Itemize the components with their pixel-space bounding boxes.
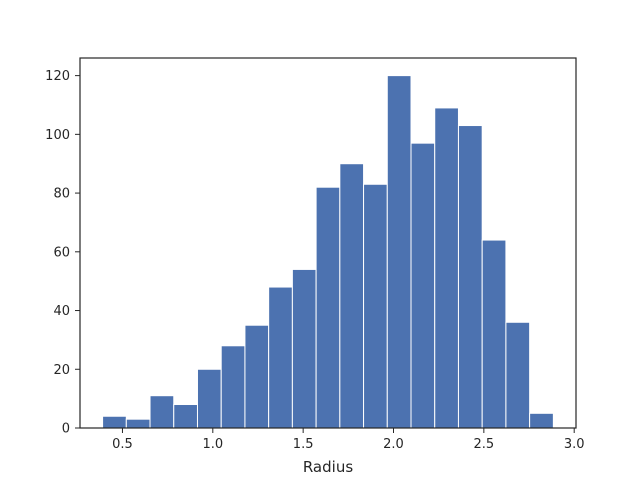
histogram-bar	[244, 324, 270, 429]
histogram-bar	[315, 186, 341, 429]
histogram-bar	[529, 412, 554, 429]
histogram-bar	[125, 418, 151, 429]
y-tick-label: 120	[45, 69, 70, 84]
x-tick-label: 1.5	[293, 437, 314, 452]
y-tick-label: 80	[53, 187, 70, 202]
histogram-bar	[457, 125, 483, 429]
histogram-bar	[363, 183, 388, 429]
plot-frame	[79, 57, 577, 429]
bars-group	[102, 75, 554, 429]
x-axis-label: Radius	[303, 458, 353, 476]
histogram-bar	[102, 415, 127, 429]
histogram-bar	[505, 321, 531, 429]
x-tick-label: 2.0	[383, 437, 404, 452]
histogram-bar	[434, 107, 459, 429]
x-tick-label: 0.5	[112, 437, 133, 452]
histogram-bar	[173, 404, 198, 429]
histogram-bar	[410, 142, 436, 429]
x-tick-label: 2.5	[474, 437, 495, 452]
histogram-bar	[268, 286, 293, 429]
histogram-bar	[149, 395, 175, 429]
y-axis-ticks: 0 20 40 60 80 100 120	[45, 69, 80, 437]
y-tick-label: 40	[53, 304, 70, 319]
y-tick-label: 60	[53, 245, 70, 260]
histogram-bar	[386, 75, 412, 429]
histogram-bar	[196, 368, 222, 429]
y-tick-label: 20	[53, 363, 70, 378]
x-axis-ticks: 0.5 1.0 1.5 2.0 2.5 3.0	[112, 428, 585, 452]
histogram-bar	[220, 345, 246, 429]
histogram-bar	[291, 268, 317, 429]
x-tick-label: 3.0	[564, 437, 585, 452]
y-tick-label: 100	[45, 128, 70, 143]
y-tick-label: 0	[62, 422, 70, 437]
histogram-bar	[481, 239, 507, 429]
histogram-bar	[339, 163, 365, 429]
x-tick-label: 1.0	[202, 437, 223, 452]
